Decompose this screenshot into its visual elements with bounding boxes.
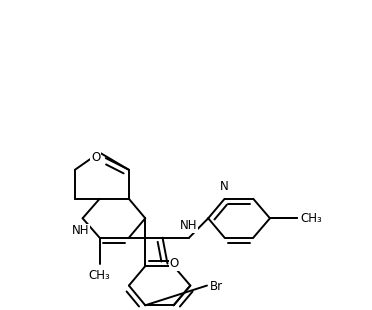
Text: O: O (169, 257, 179, 270)
Text: CH₃: CH₃ (89, 269, 110, 282)
Text: O: O (91, 151, 100, 164)
Text: NH: NH (72, 224, 90, 237)
Text: Br: Br (209, 280, 222, 293)
Text: N: N (220, 180, 229, 193)
Text: CH₃: CH₃ (300, 212, 322, 225)
Text: NH: NH (180, 219, 198, 232)
